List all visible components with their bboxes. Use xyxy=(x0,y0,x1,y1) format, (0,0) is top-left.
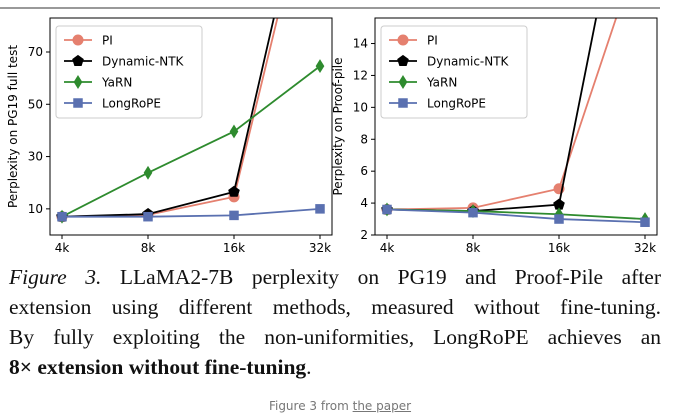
x-tick-label: 32k xyxy=(309,241,331,255)
marker xyxy=(72,34,84,46)
legend-label: Dynamic-NTK xyxy=(102,55,185,69)
x-tick-label: 4k xyxy=(55,241,70,255)
marker xyxy=(229,210,239,221)
axes-frame xyxy=(49,17,333,236)
series-line xyxy=(61,65,321,218)
y-tick-label: 2 xyxy=(360,228,368,242)
y-tick-label: 4 xyxy=(360,196,368,210)
footer: Figure 3 from the paper xyxy=(0,399,680,413)
y-tick-label: 50 xyxy=(28,97,43,111)
y-tick-label: 10 xyxy=(28,202,43,216)
marker xyxy=(73,75,83,89)
y-tick-label: 70 xyxy=(28,45,43,59)
x-tick-label: 8k xyxy=(466,241,481,255)
plot-area xyxy=(56,18,325,224)
caption-line: By fully exploiting the non-uniformities… xyxy=(9,325,661,349)
marker xyxy=(640,217,650,227)
footer-text: Figure 3 from xyxy=(268,399,349,413)
charts: 10 30 50 70 4k 8k 16k 32k Perplexity on PG19 ful… xyxy=(0,7,660,255)
caption-line: Figure 3. LLaMA2-7B perplexity on PG19 a… xyxy=(9,262,661,292)
marker xyxy=(398,75,408,89)
marker xyxy=(57,211,67,222)
caption-end: . xyxy=(306,355,312,379)
y-tick-label: 6 xyxy=(360,164,368,178)
legend-box xyxy=(380,25,528,119)
legend-label: PI xyxy=(427,34,438,48)
y-tick-label: 12 xyxy=(353,68,368,82)
caption-bold: 8× extension without fine-tuning xyxy=(9,355,307,379)
series-line xyxy=(61,18,275,218)
marker xyxy=(554,214,564,224)
marker xyxy=(73,98,83,108)
legend-label: LongRoPE xyxy=(102,97,161,111)
caption-line: 8× extension without fine-tuning. xyxy=(9,352,661,382)
x-tick-label: 4k xyxy=(380,241,395,255)
y-tick-label: 14 xyxy=(353,37,368,51)
y-axis-label: Perplexity on PG19 full test xyxy=(6,45,20,208)
marker xyxy=(468,207,478,218)
marker xyxy=(143,211,153,222)
series-line xyxy=(386,208,646,224)
legend-label: YaRN xyxy=(101,76,132,90)
legend-label: PI xyxy=(102,34,113,48)
series-line xyxy=(62,207,321,218)
marker xyxy=(72,54,84,66)
marker xyxy=(398,98,408,108)
marker xyxy=(228,185,240,197)
marker xyxy=(397,54,409,66)
x-tick-label: 32k xyxy=(634,241,656,255)
caption-label: Figure 3. xyxy=(9,265,102,289)
marker xyxy=(315,204,325,214)
y-axis-label: Perplexity on Proof-pile xyxy=(331,57,345,195)
caption: Figure 3. LLaMA2-7B perplexity on PG19 a… xyxy=(9,262,661,382)
plot-area xyxy=(381,18,650,227)
y-tick-label: 8 xyxy=(360,132,368,146)
marker xyxy=(229,124,239,139)
axes-frame xyxy=(374,17,658,236)
caption-line: extension using different methods, measu… xyxy=(9,295,661,319)
x-tick-label: 16k xyxy=(223,241,245,255)
series-line xyxy=(386,18,618,211)
legend-label: LongRoPE xyxy=(427,97,486,111)
x-tick-label: 16k xyxy=(548,241,570,255)
legend-label: Dynamic-NTK xyxy=(427,55,510,69)
y-tick-label: 30 xyxy=(28,150,43,164)
marker xyxy=(143,165,153,180)
marker xyxy=(397,34,409,46)
x-tick-label: 8k xyxy=(141,241,156,255)
caption-text: LLaMA2-7B perplexity on PG19 and Proof-P… xyxy=(119,265,661,289)
marker xyxy=(315,59,325,74)
y-tick-label: 10 xyxy=(353,100,368,114)
paper-link[interactable]: the paper xyxy=(352,399,412,413)
marker xyxy=(382,204,392,215)
legend-box xyxy=(55,25,203,119)
legend-label: YaRN xyxy=(426,76,457,90)
